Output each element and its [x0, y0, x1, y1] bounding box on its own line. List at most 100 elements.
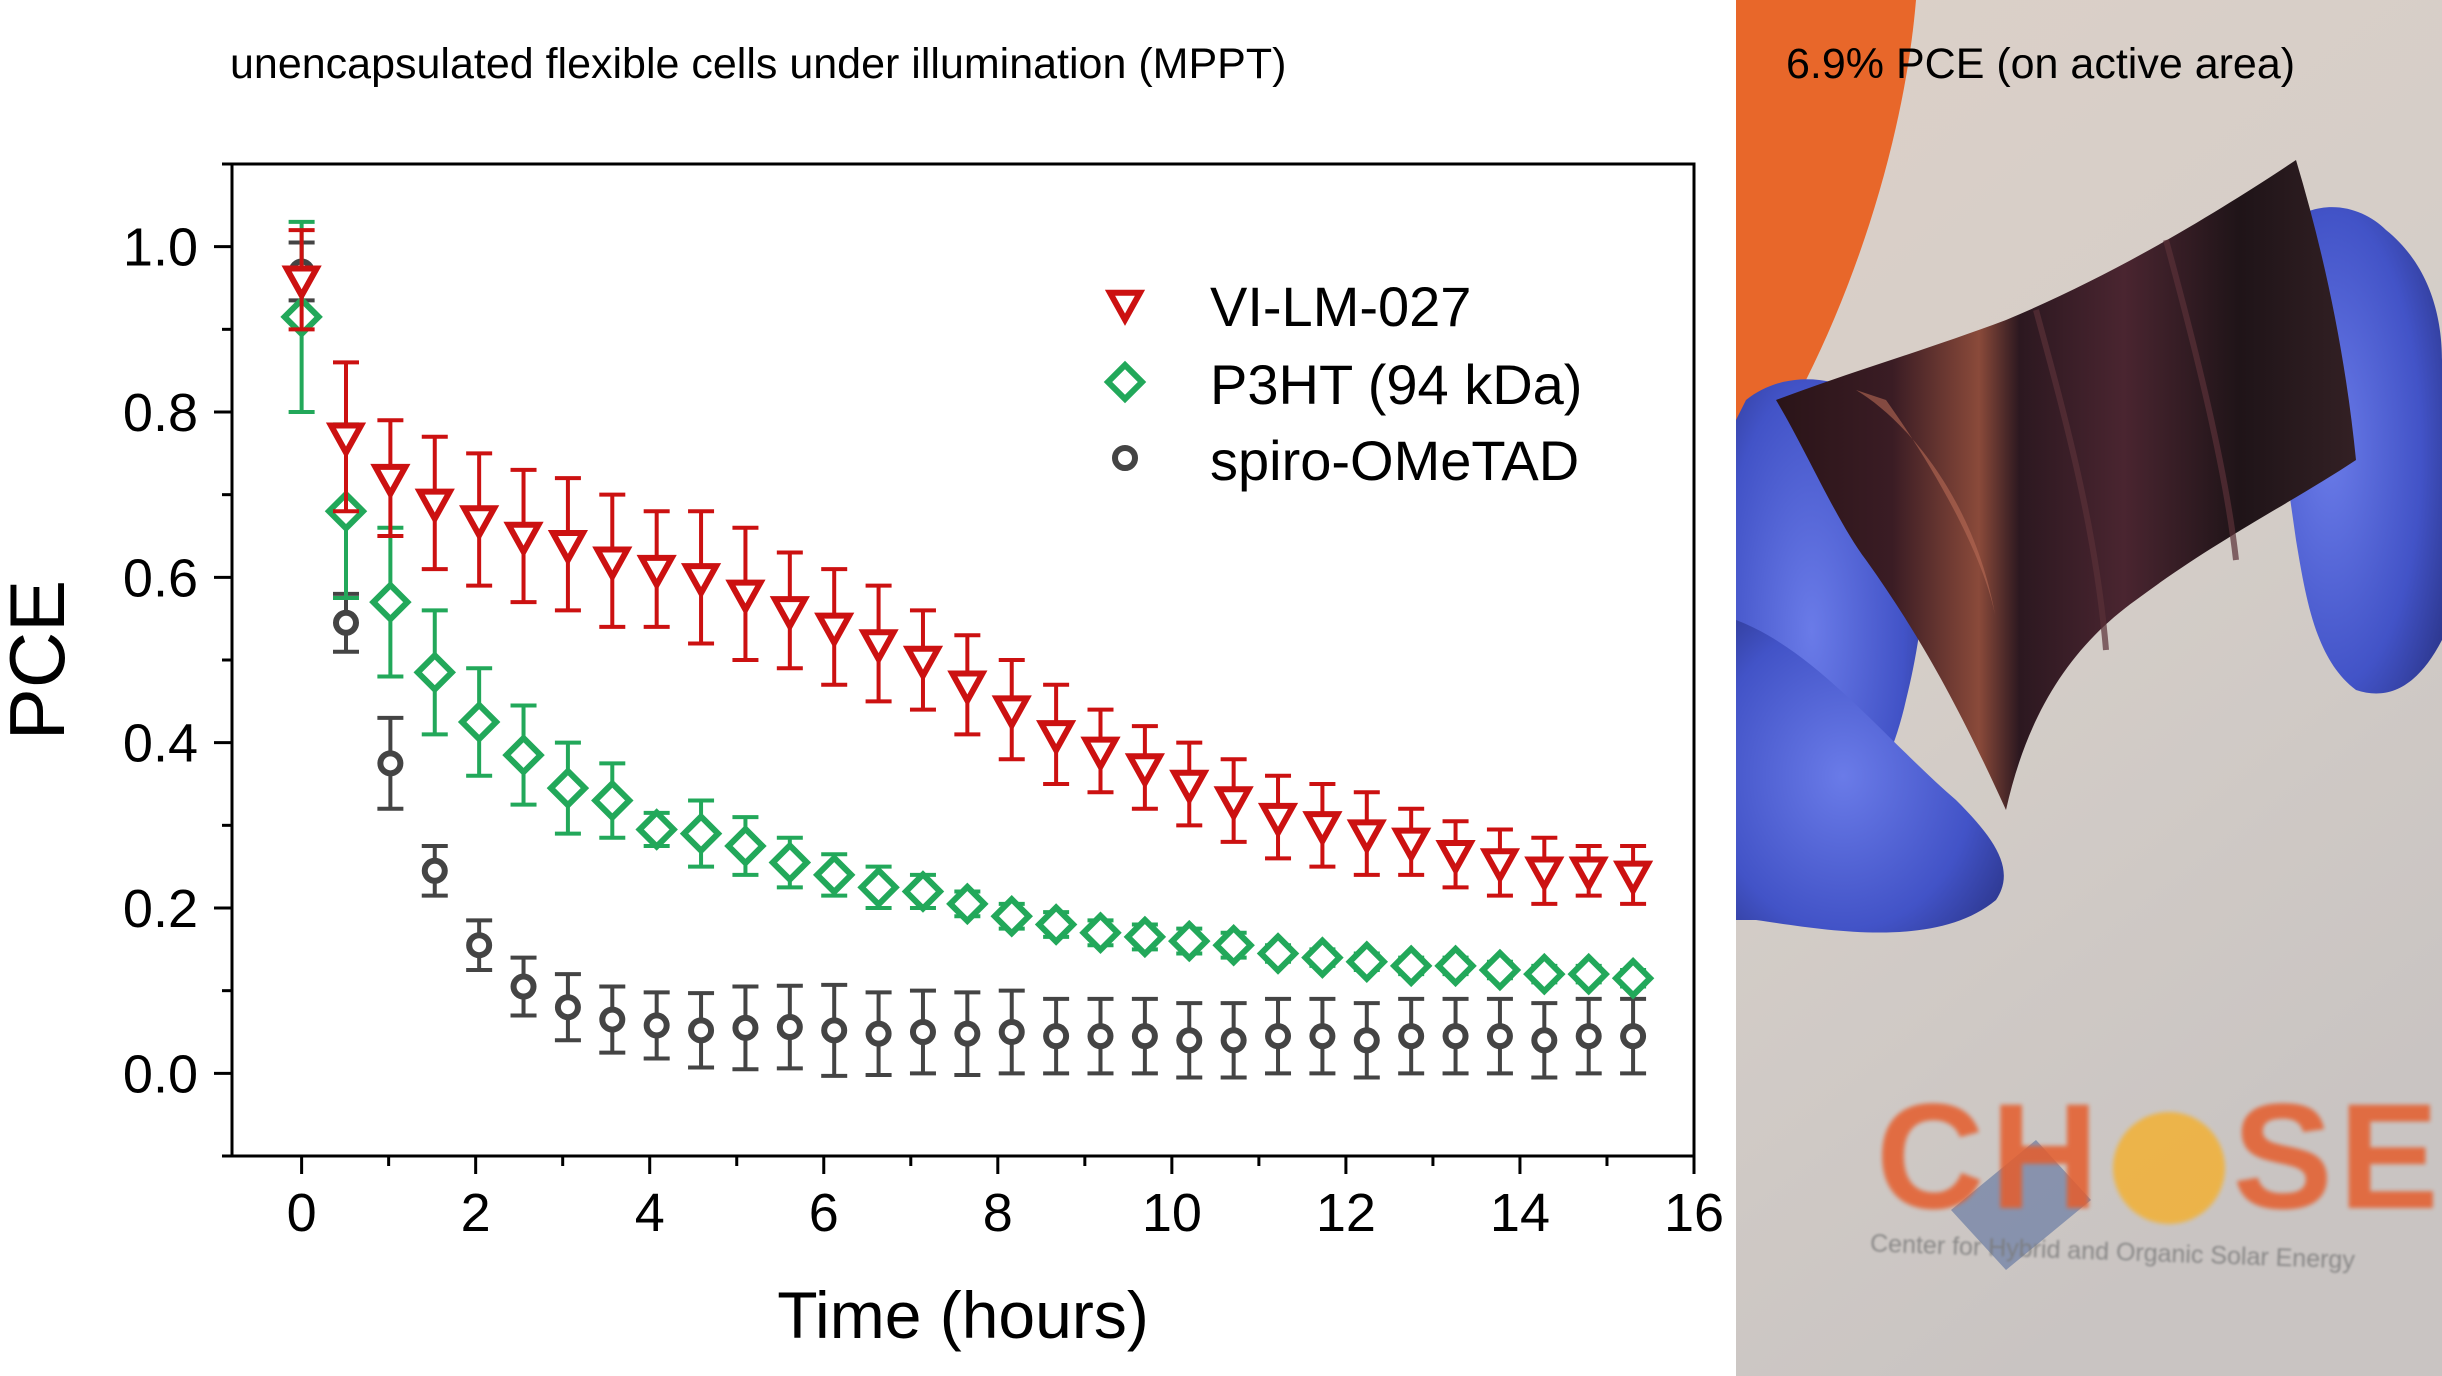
chart-title: unencapsulated flexible cells under illu… [230, 40, 1287, 88]
data-point [679, 812, 723, 855]
cell-stripe [2033, 309, 2109, 651]
data-point [377, 750, 404, 777]
data-point [998, 1019, 1025, 1045]
data-point [1575, 1023, 1602, 1050]
chart-panel: unencapsulated flexible cells under illu… [0, 40, 1725, 1352]
data-point [421, 857, 448, 884]
data-point [1486, 1023, 1513, 1050]
data-point [1353, 1027, 1380, 1054]
data-point [333, 609, 360, 636]
solar-panel-logo-graphic [1951, 1140, 2091, 1270]
data-point [1478, 948, 1522, 992]
logo-text-right: SE [2232, 1072, 2442, 1240]
data-point [991, 695, 1032, 732]
data-point [635, 808, 678, 851]
data-point [1220, 1027, 1247, 1054]
data-point [909, 1019, 936, 1045]
x-tick-label: 0 [287, 1183, 317, 1243]
y-tick-label: 0.4 [123, 714, 198, 774]
data-point [466, 932, 493, 959]
data-point [1567, 952, 1610, 996]
data-point [902, 645, 944, 682]
data-point [814, 612, 855, 649]
data-point [414, 488, 455, 525]
data-point [1524, 856, 1565, 893]
legend-label: P3HT (94 kDa) [1210, 353, 1582, 416]
data-point [821, 1017, 848, 1044]
data-point [1213, 786, 1254, 823]
data-point [1568, 856, 1609, 893]
data-point [901, 870, 945, 913]
series-2 [288, 240, 1647, 1080]
data-point [1346, 819, 1387, 856]
flexible-cell-photo [1736, 0, 2442, 1376]
data-point [688, 1017, 715, 1044]
legend-marker [1104, 289, 1146, 326]
data-point [1080, 736, 1121, 773]
data-point [1036, 720, 1077, 757]
data-point [857, 866, 900, 909]
data-point [1168, 919, 1211, 963]
data-point [1612, 860, 1654, 897]
data-point [858, 629, 899, 666]
data-point [947, 670, 988, 707]
data-point [1256, 932, 1300, 975]
data-point [865, 1020, 892, 1047]
data-point [1309, 1023, 1336, 1050]
data-point [1479, 848, 1521, 885]
data-point [592, 546, 633, 583]
data-point [954, 1020, 981, 1047]
legend-marker [1103, 360, 1147, 404]
data-point [1398, 1023, 1425, 1050]
data-point [680, 563, 722, 600]
data-point [370, 463, 411, 501]
y-tick-label: 0.6 [123, 548, 198, 608]
orange-wall [1736, 0, 1916, 430]
y-axis-label: PCE [0, 580, 81, 740]
data-point [1079, 911, 1122, 955]
data-point [325, 422, 367, 459]
data-point [1087, 1023, 1114, 1050]
x-tick-label: 14 [1490, 1183, 1550, 1243]
data-point [1389, 944, 1433, 988]
data-point [1257, 802, 1299, 839]
y-tick-label: 0.0 [123, 1044, 198, 1104]
data-point [1345, 940, 1389, 983]
data-point [457, 700, 501, 744]
photo-panel: 6.9% PCE (on active area) CH SE Center fo… [1736, 0, 2442, 1376]
x-tick-label: 8 [983, 1183, 1013, 1243]
logo-text-left: CH [1876, 1072, 2105, 1240]
data-point [599, 1006, 626, 1033]
data-point [554, 994, 581, 1021]
glove-palm [1736, 620, 2004, 933]
data-point [1611, 957, 1655, 1000]
legend: VI-LM-027 P3HT (94 kDa) spiro-OMeTAD [1103, 275, 1582, 492]
x-tick-label: 2 [461, 1183, 491, 1243]
data-point [547, 530, 589, 567]
choose-logo-text: CH SE [1876, 1070, 2442, 1243]
data-point [1176, 1027, 1203, 1054]
x-tick-label: 4 [635, 1183, 665, 1243]
cell-stripe-2 [2163, 239, 2239, 561]
legend-marker [1112, 445, 1138, 471]
data-point [1523, 952, 1566, 996]
data-point [1034, 903, 1078, 946]
data-point [1434, 944, 1477, 988]
data-point [1043, 1023, 1070, 1050]
data-point [1265, 1023, 1292, 1050]
pce-chart: 0 2 4 6 8 10 12 14 16 0.0 0.2 0.4 0.6 0.8 1.0 Time (ho… [0, 162, 1724, 1352]
data-point [510, 973, 537, 1000]
data-point [812, 853, 856, 897]
photo-caption: 6.9% PCE (on active area) [1786, 40, 2296, 88]
solar-cell-film [1776, 160, 2356, 810]
legend-label: spiro-OMeTAD [1210, 429, 1579, 492]
series-layer [280, 219, 1655, 1080]
y-tick-label: 0.8 [123, 383, 198, 443]
data-point [459, 505, 500, 542]
data-point [776, 1014, 803, 1041]
plot-frame [230, 162, 1696, 1158]
data-point [1620, 1023, 1647, 1050]
logo-sun-icon [2112, 1112, 2225, 1225]
data-point [946, 882, 989, 926]
data-point [281, 265, 322, 302]
